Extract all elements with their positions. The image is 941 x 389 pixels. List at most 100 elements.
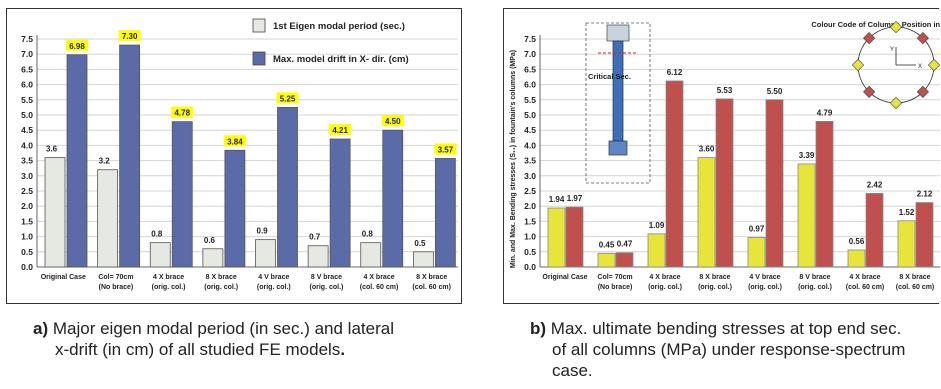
caption-b-line1: Max. ultimate bending stresses at top en…: [550, 319, 902, 338]
data-label: 3.39: [799, 151, 815, 160]
x-tick-label: 8 X brace: [699, 274, 730, 281]
y-tick-label: 5.0: [524, 110, 536, 120]
y-tick-label: 5.5: [524, 95, 536, 105]
plan-axis-y-label: Y: [890, 47, 894, 53]
y-tick-label: 4.0: [524, 140, 536, 150]
critical-section-inset: Critical Sec.: [585, 22, 651, 184]
y-tick-label: 2.0: [21, 201, 33, 211]
bar-series1: [847, 249, 866, 268]
data-label: 0.8: [362, 230, 374, 239]
bar-series2: [329, 138, 351, 268]
x-tick-label: Original Case: [41, 274, 86, 281]
data-label: 2.42: [867, 180, 883, 189]
bar-series1: [44, 157, 66, 268]
caption-b-line3: case.: [552, 361, 593, 380]
y-tick-label: 4.5: [21, 125, 33, 135]
x-tick-label: 8 X brace: [899, 274, 930, 281]
plan-column-marker: [916, 32, 929, 45]
data-label: 3.57: [438, 145, 454, 154]
y-axis-title: Min. and Max. Bending stresses (S₁₁) in …: [510, 50, 517, 268]
data-label-highlight: [381, 115, 404, 127]
inset-frame: [585, 22, 651, 184]
x-tick-label: (col. 60 cm): [846, 284, 885, 291]
chart-b-svg: 0.0 0.5 1.0 1.5 2.0 2.5 3.0 3.5 4.0 4.5 5.0 5.5 6.0 6…: [510, 20, 940, 291]
y-tick-label: 0.5: [21, 247, 33, 257]
data-label: 0.6: [204, 236, 216, 245]
x-tick-label: (orig. col.): [648, 284, 682, 291]
bar-series2: [715, 98, 734, 268]
data-label: 3.6: [46, 145, 58, 154]
x-tick-label: 8 V brace: [311, 274, 342, 281]
x-tick-label: 4 X brace: [153, 274, 184, 281]
x-tick-label: (orig. col.): [698, 284, 732, 291]
x-tick-label: (col. 60 cm): [896, 284, 935, 291]
data-label: 0.45: [599, 240, 615, 249]
bar-series2: [915, 202, 934, 268]
data-label: 0.47: [617, 240, 633, 249]
bar-series2: [765, 99, 784, 268]
chart-a-panel: 0.0 0.5 1.0 1.5 2.0 2.5 3.0 3.5 4.0 4.5 5.0 5.5 6.0 6…: [6, 8, 462, 304]
x-tick-label: 4 V brace: [749, 274, 780, 281]
y-tick-label: 3.5: [21, 156, 33, 166]
data-label-highlight: [223, 135, 246, 147]
data-label-highlight: [118, 30, 141, 42]
bar-series1: [255, 239, 276, 268]
x-tick-label: Col= 70cm: [98, 274, 133, 281]
legend-label: 1st Eigen modal period (sec.): [273, 21, 405, 32]
data-label: 6.12: [667, 68, 683, 77]
plan-column-marker: [889, 96, 903, 110]
x-tick-label: (orig. col.): [204, 284, 238, 291]
data-label: 1.94: [549, 195, 565, 204]
caption-a-prefix: a): [33, 319, 49, 338]
y-tick-label: 1.0: [524, 232, 536, 242]
y-tick-label: 2.5: [524, 186, 536, 196]
chart-a-svg: 0.0 0.5 1.0 1.5 2.0 2.5 3.0 3.5 4.0 4.5 5.0 5.5 6.0 6…: [21, 18, 458, 291]
plan-title: Colour Code of Columns Position in PLAN: [811, 20, 940, 29]
y-tick-label: 1.5: [524, 216, 536, 226]
bar-series1: [597, 252, 616, 268]
x-tick-label: (orig. col.): [257, 284, 291, 291]
legend-label: Max. model drift in X- dir. (cm): [273, 54, 409, 65]
data-label: 1.52: [899, 208, 915, 217]
plan-column-marker: [916, 85, 929, 98]
caption-a-line2: x-drift (in cm) of all studied FE models: [55, 340, 341, 359]
bar-series1: [547, 207, 566, 268]
plan-column-marker: [863, 32, 876, 45]
y-tick-label: 1.5: [21, 216, 33, 226]
data-label: 5.25: [280, 94, 296, 103]
x-tick-label: (orig. col.): [152, 284, 186, 291]
data-label-highlight: [276, 92, 299, 104]
y-tick-label: 7.0: [21, 49, 33, 59]
caption-a-suffix: .: [340, 340, 346, 359]
plan-column-marker: [851, 58, 865, 72]
y-tick-label: 5.5: [21, 95, 33, 105]
data-label: 3.2: [99, 157, 111, 166]
bar-series2: [171, 121, 193, 268]
caption-b-line2: of all columns (MPa) under response-spec…: [552, 340, 906, 359]
y-tick-label: 3.0: [524, 171, 536, 181]
data-label: 4.21: [332, 126, 348, 135]
x-tick-label: 4 X brace: [849, 274, 880, 281]
y-tick-label: 7.0: [524, 49, 536, 59]
bar-series2: [277, 107, 298, 268]
y-tick-label: 3.5: [524, 156, 536, 166]
data-label-highlight: [329, 124, 352, 136]
data-label: 4.79: [817, 108, 833, 117]
data-label: 4.50: [385, 117, 401, 126]
data-label: 0.9: [257, 227, 269, 236]
bar-series1: [697, 157, 716, 268]
data-label: 3.60: [699, 145, 715, 154]
bar-series2: [615, 252, 634, 268]
data-label: 0.5: [414, 239, 426, 248]
data-label-highlight: [434, 143, 457, 155]
data-label-highlight: [171, 106, 194, 118]
bar-series1: [747, 237, 766, 268]
data-label: 6.98: [69, 42, 85, 51]
plan-inset: Colour Code of Columns Position in PLAN Y…: [811, 20, 940, 110]
y-tick-label: 2.5: [21, 186, 33, 196]
data-label: 4.78: [174, 109, 190, 118]
bar-series1: [412, 251, 434, 268]
column-head: [606, 24, 630, 42]
plan-axis-x-label: X: [918, 64, 922, 70]
data-label: 0.97: [749, 225, 765, 234]
